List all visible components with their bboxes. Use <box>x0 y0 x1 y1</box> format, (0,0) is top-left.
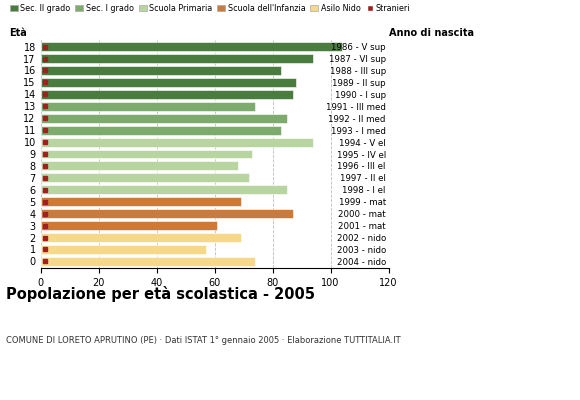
Bar <box>41 126 281 135</box>
Bar <box>41 209 293 218</box>
Bar <box>41 162 238 170</box>
Bar <box>41 114 287 123</box>
Bar <box>41 233 241 242</box>
Text: COMUNE DI LORETO APRUTINO (PE) · Dati ISTAT 1° gennaio 2005 · Elaborazione TUTTI: COMUNE DI LORETO APRUTINO (PE) · Dati IS… <box>6 336 400 345</box>
Text: Età: Età <box>9 28 27 38</box>
Bar <box>41 257 255 266</box>
Bar <box>41 197 241 206</box>
Text: Popolazione per età scolastica - 2005: Popolazione per età scolastica - 2005 <box>6 286 315 302</box>
Legend: Sec. II grado, Sec. I grado, Scuola Primaria, Scuola dell'Infanzia, Asilo Nido, : Sec. II grado, Sec. I grado, Scuola Prim… <box>10 4 411 13</box>
Bar <box>41 150 252 158</box>
Bar <box>41 90 293 99</box>
Bar <box>41 42 342 51</box>
Bar <box>41 245 206 254</box>
Bar <box>41 66 281 75</box>
Bar <box>41 185 287 194</box>
Bar <box>41 221 218 230</box>
Bar <box>41 138 313 146</box>
Bar <box>41 102 255 111</box>
Bar <box>41 173 249 182</box>
Text: Anno di nascita: Anno di nascita <box>389 28 474 38</box>
Bar <box>41 78 296 87</box>
Bar <box>41 54 313 63</box>
